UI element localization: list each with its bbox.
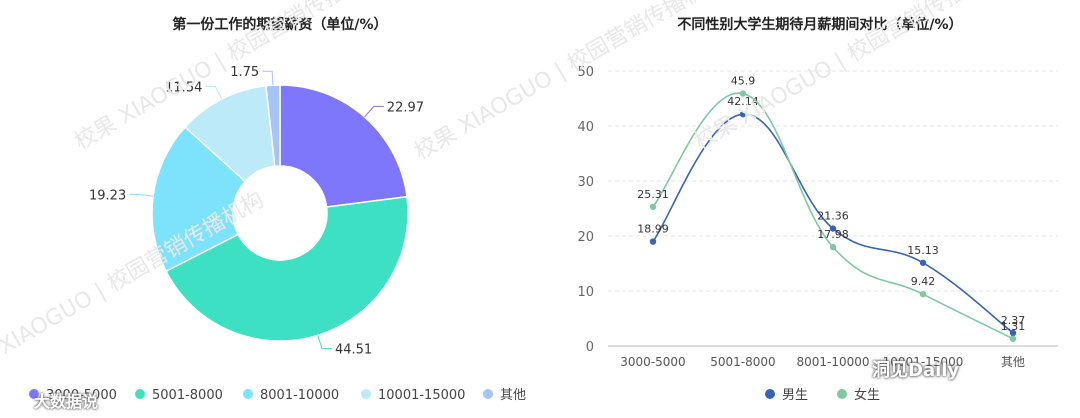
pie-leader-line-1 <box>317 335 332 350</box>
series-1-data-label-3: 9.42 <box>911 275 936 288</box>
pie-chart-title: 第一份工作的期望薪资（单位/%） <box>172 17 388 33</box>
y-tick-label-1: 10 <box>577 285 594 300</box>
y-tick-label-5: 50 <box>577 65 594 80</box>
pie-legend-label-4: 其他 <box>500 388 526 403</box>
pie-leader-line-2 <box>129 193 154 197</box>
x-tick-label-2: 8001-10000 <box>796 355 869 369</box>
line-legend-label-1: 女生 <box>854 387 880 403</box>
pie-value-label-0: 22.97 <box>387 100 424 115</box>
pie-legend-marker-0 <box>29 389 39 399</box>
line-chart-title: 不同性别大学生期待月薪期间对比（单位/%） <box>677 17 963 33</box>
series-0-point-3 <box>919 259 927 266</box>
pie-legend-label-0: 3000-5000 <box>46 388 117 403</box>
pie-slice-1 <box>165 195 409 342</box>
pie-legend-label-2: 8001-10000 <box>260 388 339 403</box>
x-tick-label-0: 3000-5000 <box>620 355 685 369</box>
pie-leader-line-0 <box>364 105 384 118</box>
pie-legend-marker-4 <box>483 389 493 399</box>
series-1-data-label-1: 45.9 <box>731 75 756 88</box>
series-0-data-label-1: 42.14 <box>727 95 759 108</box>
line-legend-marker-0 <box>765 389 775 399</box>
gender-salary-line-chart: 0 10 20 30 40 50 3000-5000 5001-8000 8001-10000 1… <box>577 65 1058 403</box>
y-tick-label-4: 40 <box>577 120 594 135</box>
brand-wechat-mark: 洞见Daily <box>872 360 960 381</box>
brand-bottom-left-mark: 大数据说 <box>34 392 99 411</box>
pie-legend-marker-2 <box>243 389 253 399</box>
series-1-data-label-0: 25.31 <box>637 188 669 201</box>
series-1-point-2 <box>829 243 837 251</box>
pie-leader-line-3 <box>205 86 223 100</box>
x-tick-label-4: 其他 <box>1001 355 1025 369</box>
y-tick-label-0: 0 <box>586 340 594 355</box>
series-0-data-label-4: 2.37 <box>1001 314 1026 327</box>
pie-value-label-1: 44.51 <box>335 343 372 358</box>
y-tick-label-3: 30 <box>577 175 594 190</box>
series-0-data-label-3: 15.13 <box>907 244 939 257</box>
pie-value-label-4: 1.75 <box>230 65 259 80</box>
series-1-point-4 <box>1009 335 1017 342</box>
salary-expectation-donut-chart: 22.97 44.51 19.23 11.54 1.75 3000-5000 5001-80… <box>29 65 526 403</box>
pie-legend-marker-3 <box>361 389 371 399</box>
y-tick-label-2: 20 <box>577 230 594 245</box>
series-0-point-0 <box>649 238 657 245</box>
series-0-data-label-2: 21.36 <box>817 210 849 223</box>
gender-salary-line-panel: 不同性别大学生期待月薪期间对比（单位/%） 0 10 20 30 40 50 3000-50… <box>560 0 1080 418</box>
series-1-point-3 <box>919 290 927 298</box>
pie-value-label-2: 19.23 <box>89 188 126 203</box>
series-1-data-label-4: 1.31 <box>1001 320 1026 333</box>
pie-legend-marker-1 <box>135 389 145 399</box>
x-tick-label-3: 10001-15000 <box>883 355 964 369</box>
pie-legend-label-3: 10001-15000 <box>378 388 465 403</box>
series-1-point-1 <box>739 90 747 97</box>
line-legend-label-0: 男生 <box>782 388 808 403</box>
series-0-point-1 <box>739 111 747 118</box>
pie-value-label-3: 11.54 <box>165 81 202 96</box>
pie-leader-line-4 <box>262 70 274 86</box>
series-1-point-0 <box>649 203 657 210</box>
series-0-data-label-0: 18.99 <box>637 223 669 236</box>
pie-legend-label-1: 5001-8000 <box>152 388 223 403</box>
series-0-point-2 <box>829 225 837 232</box>
salary-expectation-pie-panel: 第一份工作的期望薪资（单位/%） 22.97 44.51 19.23 11.54 1.7… <box>29 17 526 403</box>
series-0-point-4 <box>1009 329 1017 337</box>
pie-slice-4 <box>265 84 281 168</box>
series-1-data-label-2: 17.98 <box>817 228 849 241</box>
pie-slice-0 <box>279 84 408 208</box>
line-legend-marker-1 <box>837 389 847 399</box>
pie-slice-2 <box>151 126 247 273</box>
series-line-0 <box>652 113 1014 334</box>
series-line-1 <box>652 92 1014 340</box>
x-tick-label-1: 5001-8000 <box>710 355 775 369</box>
